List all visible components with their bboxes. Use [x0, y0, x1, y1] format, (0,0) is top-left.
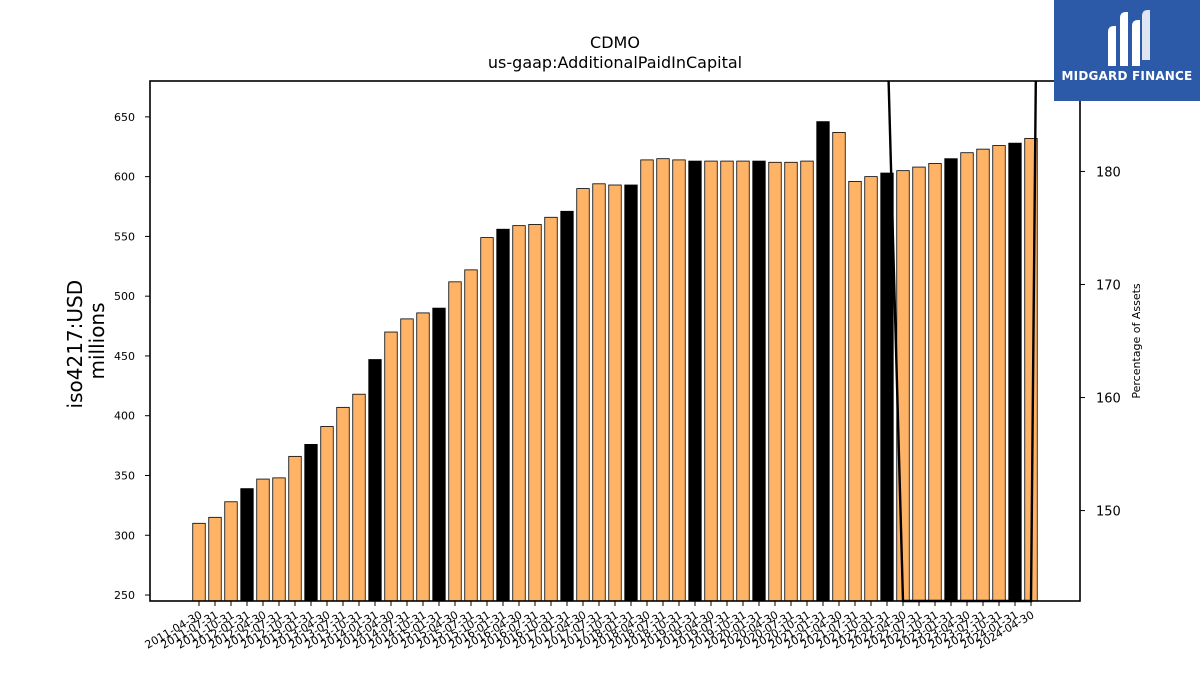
bar-2022-07-31: [912, 166, 926, 602]
bar-2019-01-31: [688, 160, 702, 602]
bar-2019-07-31: [720, 160, 734, 602]
y-tick-label: 400: [114, 410, 135, 423]
bar-2017-04-30: [576, 188, 590, 602]
bar-2021-04-30: [832, 131, 846, 602]
brand-logo-text: MIDGARD FINANCE: [1061, 69, 1193, 83]
y2-tick-label: 160: [1096, 392, 1121, 407]
bar-2015-04-30: [448, 281, 462, 602]
y-axis-label-line-1: iso4217:USD: [63, 280, 87, 409]
bar-2016-10-31: [544, 216, 558, 602]
chart-title: CDMO: [590, 33, 640, 52]
bar-2013-10-31: [352, 393, 366, 602]
bar-2014-01-31: [368, 359, 382, 602]
bar-2016-04-30: [512, 225, 526, 602]
y-axis-left: 250 300 350 400 450 500 550 600 650: [114, 111, 150, 602]
y-axis-label: iso4217:USD millions: [63, 274, 109, 409]
bar-2016-07-31: [528, 224, 542, 602]
bar-2017-01-31: [560, 210, 574, 602]
y2-axis-label: Percentage of Assets: [1130, 283, 1143, 399]
bar-2011-07-31: [208, 516, 222, 602]
x-axis: 2011-04-302011-07-312011-10-312012-01-31…: [143, 601, 1037, 652]
y2-tick-label: 180: [1096, 165, 1121, 180]
bar-2013-07-31: [336, 406, 350, 602]
bar-2014-10-31: [416, 312, 430, 602]
bar-2018-01-31: [624, 184, 638, 602]
bar-2011-10-31: [224, 501, 238, 602]
y2-tick-label: 170: [1096, 278, 1121, 293]
bar-2022-10-31: [928, 163, 942, 602]
bar-2012-01-31: [240, 488, 254, 602]
y-tick-label: 450: [114, 350, 135, 363]
bar-series: [192, 121, 1038, 602]
bar-2018-07-31: [656, 158, 670, 602]
y-tick-label: 350: [114, 469, 135, 482]
y-tick-label: 650: [114, 111, 135, 124]
bar-2023-07-31: [976, 148, 990, 602]
bar-2012-04-30: [256, 478, 270, 602]
bar-2023-01-31: [944, 158, 958, 602]
y-tick-label: 300: [114, 529, 135, 542]
bar-2022-04-30: [896, 170, 910, 602]
bar-2021-10-31: [864, 176, 878, 602]
bar-2014-07-31: [400, 318, 414, 602]
bar-2018-10-31: [672, 159, 686, 602]
bar-2023-10-31: [992, 145, 1006, 602]
bar-2019-04-30: [704, 160, 718, 602]
y-tick-label: 600: [114, 171, 135, 184]
bar-2024-01-31: [1008, 142, 1022, 602]
bar-2015-01-31: [432, 307, 446, 602]
y-axis-label-line-2: millions: [85, 302, 109, 379]
bar-2023-04-30: [960, 152, 974, 602]
bar-2020-01-31: [752, 160, 766, 602]
bar-2012-07-31: [272, 477, 286, 602]
bar-2017-10-31: [608, 184, 622, 602]
bar-2013-01-31: [304, 443, 318, 602]
bar-2016-01-31: [496, 228, 510, 602]
y-tick-label: 550: [114, 230, 135, 243]
bar-2012-10-31: [288, 455, 302, 602]
midgard-logo-icon: [1108, 10, 1150, 66]
y-tick-label: 250: [114, 589, 135, 602]
bar-2021-07-31: [848, 181, 862, 602]
bar-2017-07-31: [592, 183, 606, 602]
y-axis-right: 150 160 170 180: [1080, 165, 1121, 520]
bar-2014-04-30: [384, 331, 398, 602]
brand-logo: MIDGARD FINANCE: [1054, 0, 1200, 101]
bar-2020-07-31: [784, 161, 798, 602]
y2-tick-label: 150: [1096, 505, 1121, 520]
bar-2020-04-30: [768, 161, 782, 602]
bar-2020-10-31: [800, 160, 814, 602]
bar-2013-04-30: [320, 426, 334, 602]
bar-2019-10-31: [736, 160, 750, 602]
chart-subtitle: us-gaap:AdditionalPaidInCapital: [488, 53, 742, 72]
y-tick-label: 500: [114, 290, 135, 303]
bar-2022-01-31: [880, 172, 894, 602]
bar-2021-01-31: [816, 121, 830, 602]
bar-2011-04-30: [192, 522, 206, 602]
bar-2015-07-31: [464, 269, 478, 602]
bar-2015-10-31: [480, 237, 494, 602]
bar-2018-04-30: [640, 159, 654, 602]
